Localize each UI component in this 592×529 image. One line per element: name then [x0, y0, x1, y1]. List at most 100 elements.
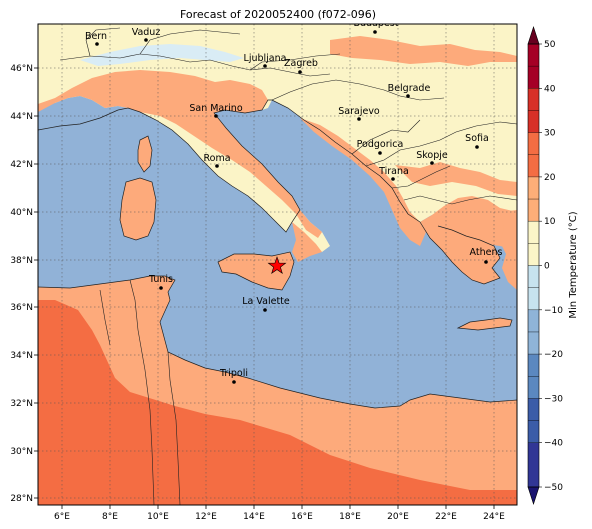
colorbar-tick-label: 0: [544, 262, 550, 272]
city-label: Athens: [470, 247, 503, 258]
north-africa-coastline: [38, 275, 517, 409]
lon-tick-label: 8°E: [102, 512, 118, 522]
lat-tick-label: 46°N: [10, 64, 33, 74]
sicily-island: [218, 252, 294, 290]
corsica-coastline: [137, 135, 153, 173]
city-dot: [214, 114, 218, 118]
crete-coastline: [456, 317, 513, 331]
lat-tick-label: 34°N: [10, 351, 33, 361]
city-label: Sarajevo: [338, 106, 380, 117]
colorbar-tick-label: −30: [544, 394, 563, 404]
city-dot: [391, 177, 395, 181]
city-dot: [215, 164, 219, 168]
city-dot: [484, 260, 488, 264]
lat-tick-label: 30°N: [10, 447, 33, 457]
colorbar-tick-label: 50: [544, 40, 556, 50]
lon-tick-label: 24°E: [483, 512, 505, 522]
colorbar-tick-label: 40: [544, 84, 556, 94]
city-dot: [406, 94, 410, 98]
city-label: Tunis: [148, 274, 173, 285]
lat-tick-label: 36°N: [10, 303, 33, 313]
colorbar-extend-min: [527, 486, 540, 505]
latitude-axis: 28°N 30°N 32°N 34°N 36°N 38°N 40°N 42°N 44°N 46°N: [10, 64, 38, 504]
city-label: La Valette: [242, 296, 290, 307]
city-dot: [144, 38, 148, 42]
colorbar-tick-label: 30: [544, 129, 556, 139]
map-frame: [37, 23, 518, 506]
country-borders: [59, 27, 517, 505]
turkey-coast: [500, 210, 517, 290]
city-dot: [357, 117, 361, 121]
lat-tick-label: 38°N: [10, 256, 33, 266]
city-dot: [378, 151, 382, 155]
city-dot: [430, 161, 434, 165]
colorbar-extend-max: [527, 26, 540, 45]
colorbar-tick-label: −20: [544, 350, 563, 360]
colorbar: 50 40 30 20 10 0 −10 −20 −30 −40 −50: [527, 26, 563, 505]
lon-tick-label: 14°E: [243, 512, 265, 522]
city-label: Tripoli: [219, 368, 248, 379]
sardinia-island: [120, 178, 156, 240]
colorbar-label: Min Temperature (°C): [568, 211, 579, 318]
adriatic-east-warm: [300, 118, 517, 250]
city-dot: [159, 286, 163, 290]
city-dot: [232, 380, 236, 384]
lat-tick-label: 28°N: [10, 494, 33, 504]
europe-warm-bands: [38, 70, 322, 238]
city-label: Zagreb: [284, 58, 318, 69]
city-dot: [475, 145, 479, 149]
lat-tick-label: 40°N: [10, 208, 33, 218]
city-label: San Marino: [189, 103, 242, 114]
italy-coastline: [38, 99, 421, 233]
sardinia-coastline: [119, 177, 157, 241]
lon-tick-label: 18°E: [339, 512, 361, 522]
calabria-land: [292, 222, 322, 262]
lon-tick-label: 6°E: [54, 512, 70, 522]
city-label: Belgrade: [388, 83, 431, 94]
lat-tick-label: 44°N: [10, 112, 33, 122]
city-label: Ljubljana: [244, 53, 287, 64]
lon-tick-label: 22°E: [435, 512, 457, 522]
city-label: Bern: [85, 31, 107, 42]
colorbar-tick-label: −10: [544, 306, 563, 316]
lat-tick-label: 42°N: [10, 160, 33, 170]
city-dot: [263, 308, 267, 312]
lon-tick-label: 20°E: [387, 512, 409, 522]
city-label: Tirana: [378, 166, 409, 177]
alps-snow: [80, 44, 244, 66]
star-marker: [267, 256, 287, 275]
city-dot: [263, 64, 267, 68]
colorbar-tick-label: 10: [544, 217, 556, 227]
city-dot: [298, 70, 302, 74]
colorbar-tick-label: −40: [544, 439, 563, 449]
africa-hot-land: [38, 300, 517, 505]
greece-coastline: [419, 221, 501, 285]
lon-tick-label: 10°E: [147, 512, 169, 522]
city-label: Roma: [203, 153, 230, 164]
lat-tick-label: 32°N: [10, 399, 33, 409]
crete-island: [458, 318, 512, 330]
longitude-axis: 6°E 8°E 10°E 12°E 14°E 16°E 18°E 20°E 22°E 24°E: [54, 505, 505, 522]
balkan-south-warm: [395, 162, 517, 196]
colorbar-band: [528, 442, 539, 487]
city-label: Podgorica: [357, 139, 404, 150]
city-label: Sofia: [465, 133, 489, 144]
colorbar-tick-label: −50: [544, 483, 563, 493]
colorbar-tick-label: 20: [544, 173, 556, 183]
lon-tick-label: 12°E: [195, 512, 217, 522]
greece-land: [420, 222, 500, 284]
balkan-inland-warm: [330, 36, 517, 66]
corsica-island: [138, 136, 152, 172]
graticule: [38, 24, 517, 505]
city-label: Skopje: [416, 150, 448, 161]
city-dot: [95, 42, 99, 46]
city-label: Budapest: [354, 18, 399, 29]
city-label: Vaduz: [132, 27, 161, 38]
map-title: Forecast of 2020052400 (f072-096): [180, 8, 376, 21]
sicily-coastline: [217, 251, 295, 291]
lon-tick-label: 16°E: [291, 512, 313, 522]
city-dot: [373, 30, 377, 34]
